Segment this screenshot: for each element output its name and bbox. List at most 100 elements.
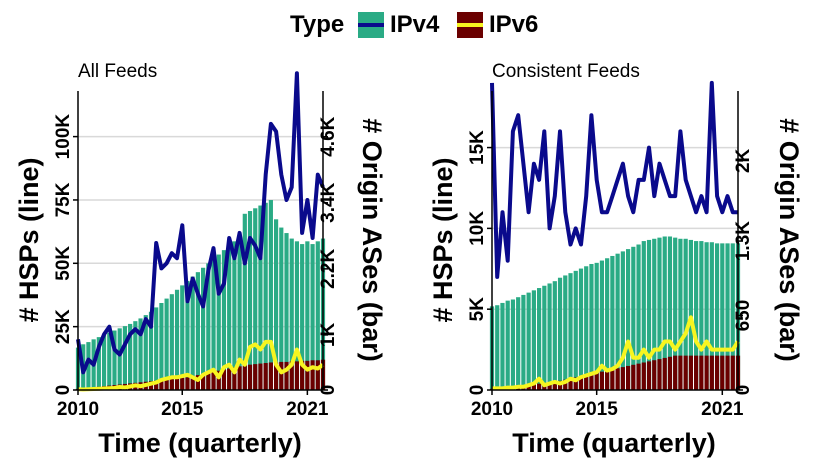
bar-ipv6: [169, 378, 174, 390]
bar-ipv4: [599, 260, 605, 390]
bar-ipv6: [714, 355, 720, 390]
bar-ipv6: [641, 362, 646, 390]
bar-ipv4: [667, 236, 673, 390]
bar-ipv6: [258, 363, 263, 390]
bar-ipv6: [730, 355, 735, 390]
bar-ipv6: [625, 365, 631, 390]
bar-ipv6: [164, 379, 169, 390]
bar-ipv4: [641, 241, 646, 390]
y2-tick-label: 1.3K: [733, 221, 754, 261]
x-axis-label: Time (quarterly): [98, 428, 302, 458]
bar-ipv4: [646, 239, 652, 390]
y-tick-label: 100K: [53, 114, 74, 160]
bar-ipv6: [615, 368, 620, 390]
bar-ipv4: [169, 294, 174, 390]
bar-ipv6: [174, 378, 180, 390]
y2-tick-label: 2K: [733, 148, 754, 173]
y2-tick-label: 3.4K: [318, 182, 339, 222]
bar-ipv4: [652, 238, 657, 390]
bar-ipv4: [730, 243, 735, 390]
bar-ipv4: [185, 280, 190, 390]
bar-ipv6: [263, 363, 268, 390]
series-lines: [490, 80, 740, 391]
y-tick-label: 25K: [53, 309, 74, 344]
bar-ipv4: [657, 237, 662, 390]
bar-ipv6: [315, 360, 320, 390]
y-tick-label: 15K: [467, 130, 488, 165]
tick-labels: 0 25K 50K 75K 100K 0 1K 2.2K 3.4K 4.6K 2010 2015 202…: [53, 114, 339, 420]
y2-tick-label: 4.6K: [318, 116, 339, 156]
bar-ipv6: [594, 372, 599, 390]
bar-ipv6: [673, 355, 678, 390]
bar-ipv6: [305, 360, 310, 390]
bar-ipv4: [714, 243, 720, 390]
bar-ipv4: [164, 298, 169, 390]
bar-ipv4: [96, 337, 101, 390]
bar-ipv4: [673, 237, 678, 390]
bar-ipv6: [232, 367, 237, 390]
bar-ipv4: [305, 241, 310, 390]
y2-tick-label: 650: [733, 300, 754, 332]
bar-ipv4: [699, 241, 704, 390]
bar-ipv4: [678, 238, 683, 390]
bar-ipv6: [273, 362, 279, 390]
bar-ipv4: [211, 258, 216, 390]
bar-ipv4: [584, 266, 589, 390]
bar-ipv4: [542, 285, 547, 390]
bar-ipv6: [284, 361, 289, 390]
bar-ipv4: [310, 244, 315, 390]
bar-ipv4: [625, 249, 631, 390]
bar-ipv6: [678, 355, 683, 390]
bar-ipv4: [201, 267, 206, 390]
bar-ipv6: [584, 375, 589, 390]
bar-ipv4: [631, 246, 636, 390]
bar-ipv4: [159, 302, 164, 390]
bar-ipv4: [284, 233, 289, 390]
panel-title: All Feeds: [78, 61, 157, 82]
bar-ipv6: [526, 384, 531, 390]
bar-ipv6: [247, 364, 253, 390]
bar-ipv4: [505, 300, 510, 390]
tick-labels: 0 5K 10K 15K 0 650 1.3K 2K 2010 2015 2021: [467, 130, 754, 420]
bar-ipv4: [615, 253, 620, 390]
bar-ipv6: [620, 367, 625, 390]
bar-ipv6: [537, 383, 542, 390]
bar-ipv4: [101, 334, 107, 390]
bar-ipv4: [148, 311, 154, 390]
bar-ipv6: [253, 364, 258, 390]
legend-label-ipv4: IPv4: [390, 11, 440, 38]
x-tick-label: 2010: [471, 399, 513, 420]
bar-ipv4: [725, 243, 730, 390]
bar-ipv6: [694, 355, 699, 390]
bar-ipv6: [211, 371, 216, 390]
bar-ipv6: [599, 371, 605, 390]
bar-ipv4: [174, 289, 180, 390]
bar-ipv4: [221, 250, 227, 390]
bar-ipv4: [557, 277, 563, 390]
bar-ipv6: [242, 365, 247, 390]
bar-ipv4: [258, 205, 263, 390]
panel-all-feeds: All Feeds 0 25K 50K 75K 100K 0 1K 2.2K 3.4K 4.6K 2…: [14, 61, 387, 458]
bar-ipv4: [500, 302, 505, 390]
x-tick-label: 2021: [286, 399, 329, 420]
bar-ipv6: [667, 356, 673, 390]
y-tick-label: 10K: [467, 211, 488, 246]
y-tick-label: 75K: [53, 182, 74, 217]
bar-ipv4: [594, 262, 599, 390]
y-tick-label: 0: [467, 385, 488, 396]
bar-ipv6: [631, 364, 636, 390]
bar-ipv6: [190, 376, 195, 390]
bar-ipv4: [694, 241, 699, 390]
bar-ipv4: [531, 290, 536, 390]
bar-ipv6: [709, 355, 714, 390]
bar-ipv4: [589, 263, 594, 390]
line-ipv6: [492, 315, 740, 391]
bar-ipv4: [552, 281, 557, 390]
bar-ipv4: [720, 243, 725, 390]
bar-ipv6: [547, 382, 552, 390]
bar-ipv4: [143, 315, 148, 390]
legend-title: Type: [290, 11, 344, 38]
bar-ipv4: [294, 241, 300, 390]
bar-ipv6: [531, 384, 536, 390]
y-tick-label: 5K: [467, 297, 488, 322]
